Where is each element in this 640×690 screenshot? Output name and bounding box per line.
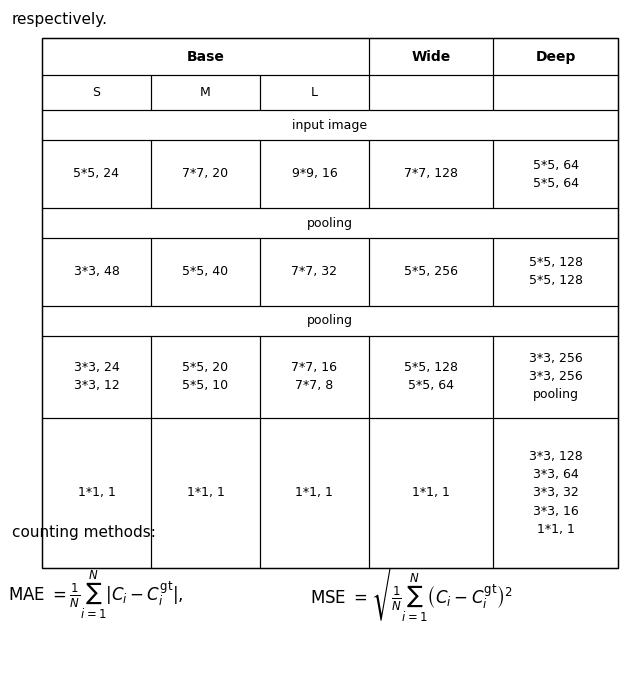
Text: L: L [311,86,318,99]
Text: 1*1, 1: 1*1, 1 [186,486,225,500]
Text: 5*5, 128
5*5, 64: 5*5, 128 5*5, 64 [404,362,458,393]
Text: 3*3, 24
3*3, 12: 3*3, 24 3*3, 12 [74,362,120,393]
Text: 3*3, 256
3*3, 256
pooling: 3*3, 256 3*3, 256 pooling [529,353,582,402]
Text: input image: input image [292,119,367,132]
Text: MSE $= \sqrt{\frac{1}{N}\sum_{i=1}^{N}\left(C_i - C_i^{\rm gt}\right)^2}$: MSE $= \sqrt{\frac{1}{N}\sum_{i=1}^{N}\l… [310,566,517,624]
Text: MAE $= \frac{1}{N}\sum_{i=1}^{N}|C_i - C_i^{\rm gt}|,$: MAE $= \frac{1}{N}\sum_{i=1}^{N}|C_i - C… [8,569,184,621]
Text: M: M [200,86,211,99]
Text: S: S [93,86,100,99]
Text: pooling: pooling [307,217,353,230]
Text: pooling: pooling [307,315,353,328]
Text: 5*5, 20
5*5, 10: 5*5, 20 5*5, 10 [182,362,228,393]
Text: 7*7, 16
7*7, 8: 7*7, 16 7*7, 8 [291,362,337,393]
Text: 5*5, 128
5*5, 128: 5*5, 128 5*5, 128 [529,257,583,288]
Text: Wide: Wide [412,50,451,63]
Text: 7*7, 128: 7*7, 128 [404,168,458,181]
Text: 5*5, 64
5*5, 64: 5*5, 64 5*5, 64 [532,159,579,190]
Text: Deep: Deep [536,50,576,63]
Text: 5*5, 40: 5*5, 40 [182,266,228,279]
Text: Base: Base [186,50,225,63]
Text: 3*3, 48: 3*3, 48 [74,266,120,279]
Text: 5*5, 256: 5*5, 256 [404,266,458,279]
Text: 7*7, 32: 7*7, 32 [291,266,337,279]
Text: 3*3, 128
3*3, 64
3*3, 32
3*3, 16
1*1, 1: 3*3, 128 3*3, 64 3*3, 32 3*3, 16 1*1, 1 [529,451,582,535]
Text: 1*1, 1: 1*1, 1 [412,486,450,500]
Text: 5*5, 24: 5*5, 24 [74,168,120,181]
Text: 7*7, 20: 7*7, 20 [182,168,228,181]
Text: 1*1, 1: 1*1, 1 [296,486,333,500]
Text: respectively.: respectively. [12,12,108,27]
Text: 1*1, 1: 1*1, 1 [77,486,115,500]
Text: counting methods:: counting methods: [12,525,156,540]
Text: 9*9, 16: 9*9, 16 [292,168,337,181]
